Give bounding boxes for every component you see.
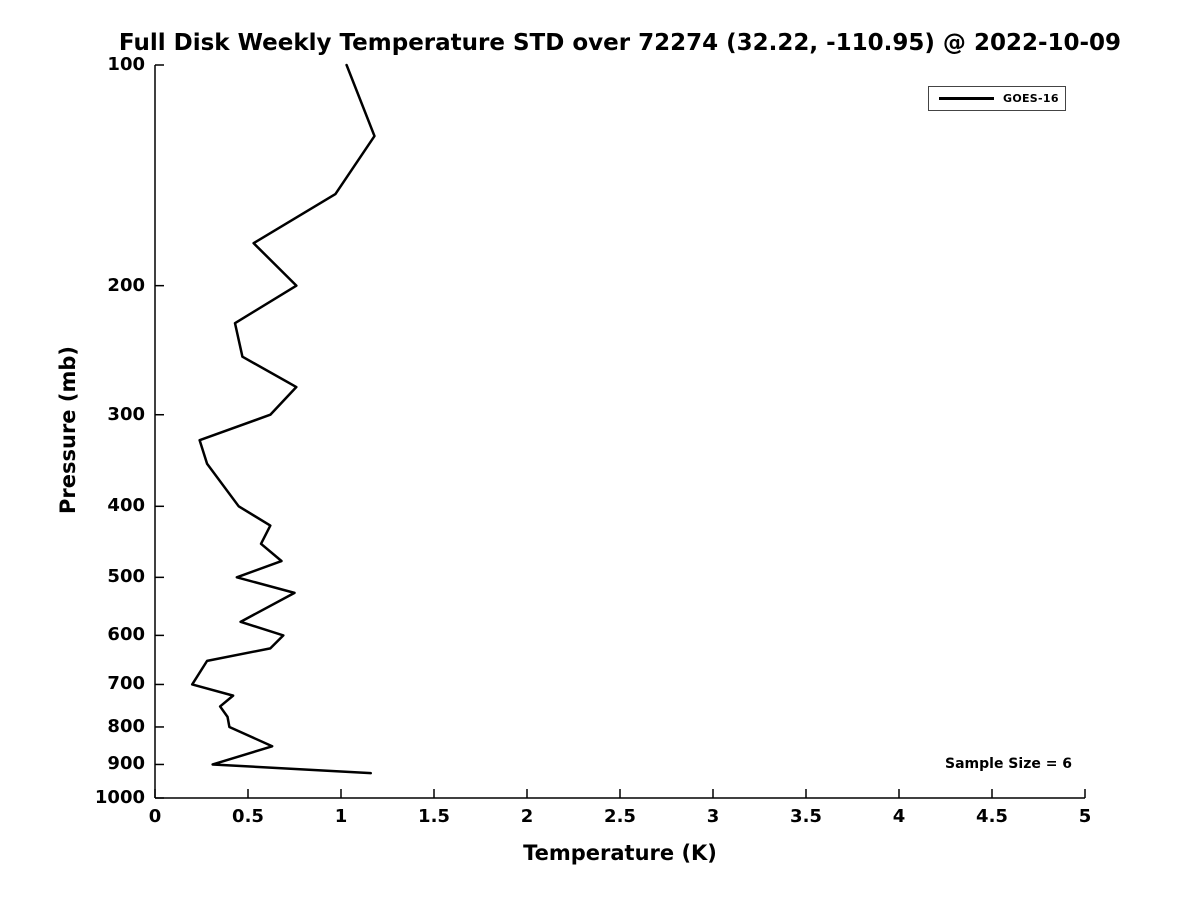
x-tick-label: 3.5	[790, 806, 822, 827]
x-axis-label: Temperature (K)	[523, 841, 717, 865]
y-tick-label: 200	[107, 274, 145, 296]
y-tick-label: 1000	[94, 787, 145, 808]
x-tick-label: 1.5	[418, 806, 450, 827]
legend: GOES-16	[928, 86, 1066, 111]
y-axis-label: Pressure (mb)	[56, 346, 80, 514]
x-tick-label: 0.5	[232, 806, 264, 827]
series-line-goes-16	[190, 63, 376, 775]
sample-size-annotation: Sample Size = 6	[945, 756, 1073, 772]
y-tick-label: 600	[107, 624, 145, 646]
x-tick-label: 1	[334, 806, 348, 827]
y-tick-label: 700	[107, 673, 145, 695]
x-tick-label: 2.5	[604, 806, 636, 827]
x-tick-label: 3	[706, 806, 720, 827]
y-tick-label: 100	[107, 54, 145, 75]
x-tick-label: 5	[1078, 806, 1092, 827]
chart-title: Full Disk Weekly Temperature STD over 72…	[118, 30, 1122, 56]
y-tick-label: 400	[107, 495, 145, 517]
y-tick-label: 900	[107, 753, 145, 775]
y-tick-label: 800	[107, 715, 145, 737]
x-tick-label: 2	[520, 806, 534, 827]
y-tick-label: 500	[107, 566, 145, 588]
legend-line-sample	[939, 97, 994, 100]
x-tick-label: 4.5	[976, 806, 1008, 827]
x-tick-label: 0	[148, 806, 162, 827]
y-tick-label: 300	[107, 403, 145, 425]
legend-label: GOES-16	[1003, 92, 1059, 105]
x-tick-label: 4	[892, 806, 906, 827]
